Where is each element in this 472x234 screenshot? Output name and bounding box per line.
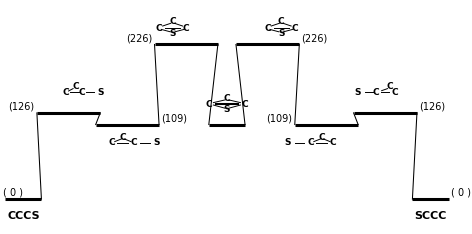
Text: C: C [292, 24, 298, 33]
Text: (109): (109) [267, 113, 293, 123]
Text: C: C [205, 99, 212, 109]
Text: ( 0 ): ( 0 ) [3, 188, 23, 198]
Text: C: C [169, 17, 176, 26]
Text: C: C [330, 139, 337, 147]
Text: S: S [97, 88, 103, 97]
Text: C: C [72, 82, 79, 91]
Text: C: C [319, 133, 325, 142]
Text: C: C [131, 139, 137, 147]
Text: C: C [391, 88, 397, 97]
Text: S: S [285, 139, 291, 147]
Text: C: C [183, 24, 189, 33]
Text: (226): (226) [302, 33, 328, 43]
Text: S: S [153, 139, 160, 147]
Text: C: C [224, 94, 230, 103]
Text: ( 0 ): ( 0 ) [451, 188, 471, 198]
Text: CCCS: CCCS [7, 211, 40, 221]
Text: SCCC: SCCC [414, 211, 447, 221]
Text: C: C [373, 88, 379, 97]
Text: C: C [79, 88, 85, 97]
Text: S: S [355, 88, 362, 97]
Text: C: C [63, 88, 69, 97]
Text: S: S [224, 105, 230, 114]
Text: C: C [387, 82, 393, 91]
Text: C: C [156, 24, 162, 33]
Text: (126): (126) [8, 102, 34, 112]
Text: C: C [278, 17, 285, 26]
Text: C: C [307, 139, 314, 147]
Text: (109): (109) [161, 113, 187, 123]
Text: C: C [108, 139, 115, 147]
Text: C: C [264, 24, 271, 33]
Text: C: C [119, 133, 126, 142]
Text: S: S [169, 29, 176, 38]
Text: (126): (126) [419, 102, 445, 112]
Text: (226): (226) [126, 33, 152, 43]
Text: C: C [242, 99, 248, 109]
Text: S: S [278, 29, 285, 38]
